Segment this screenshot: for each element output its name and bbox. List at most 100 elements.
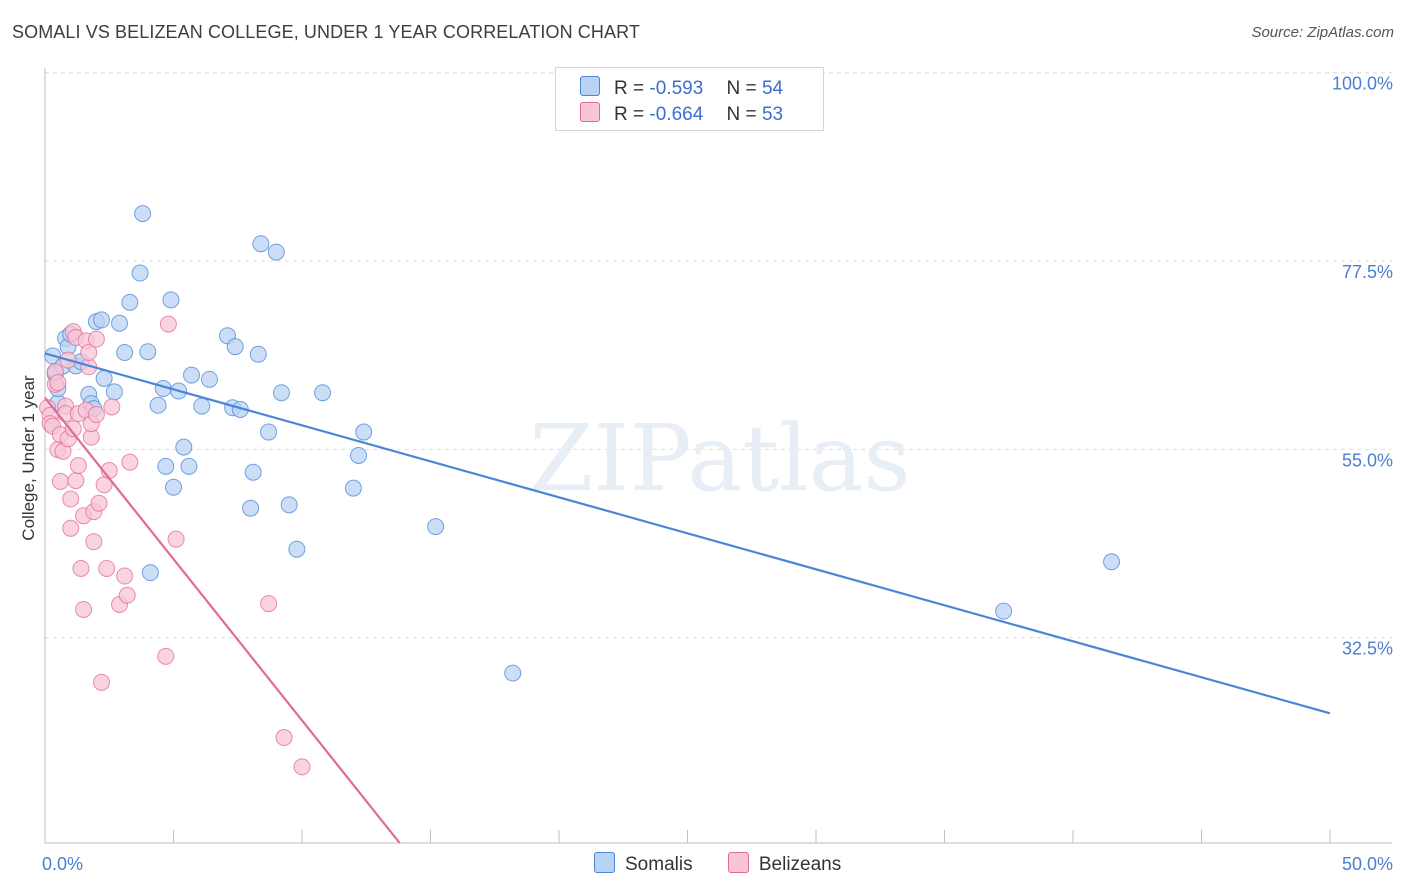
legend-row-somalis: R = -0.593 N = 54 (580, 76, 783, 100)
series-name: Somalis (625, 854, 693, 875)
belizeans-point (67, 472, 85, 490)
belizeans-point (87, 405, 105, 423)
legend-row-belizeans: R = -0.664 N = 53 (580, 102, 783, 126)
somalis-point (193, 397, 211, 415)
belizeans-point (157, 647, 175, 665)
x-tick-label: 0.0% (42, 854, 83, 874)
somalis-point (280, 496, 298, 514)
legend-n-label: N = (726, 78, 757, 99)
belizeans-point (159, 315, 177, 333)
legend-r-value: -0.593 (649, 78, 704, 99)
somalis-point (93, 311, 111, 329)
somalis-point (272, 384, 290, 402)
belizeans-point (98, 559, 116, 577)
somalis-point (242, 499, 260, 517)
somalis-point (111, 314, 129, 332)
somalis-point (165, 478, 182, 496)
somalis-point (180, 457, 198, 475)
somalis-point (260, 423, 278, 441)
somalis-point (350, 446, 368, 464)
somalis-point (139, 343, 157, 361)
belizeans-point (62, 490, 80, 508)
legend-n-value: 53 (761, 104, 784, 125)
legend-swatch-belizeans (580, 102, 600, 122)
belizeans-point (80, 344, 98, 362)
somalis-trend-line (44, 352, 1331, 715)
somalis-point (226, 338, 244, 356)
belizeans-point (64, 420, 82, 438)
somalis-point (252, 235, 270, 253)
data-points (39, 205, 1121, 776)
somalis-point (162, 291, 180, 309)
somalis-point (134, 205, 152, 223)
somalis-point (116, 344, 134, 362)
legend-swatch-somalis (580, 76, 600, 96)
somalis-point (249, 345, 267, 363)
belizeans-point (116, 567, 134, 585)
somalis-point (175, 438, 193, 456)
somalis-point (149, 396, 167, 414)
somalis-point (105, 383, 123, 401)
series-swatch-belizeans (727, 852, 749, 873)
somalis-point (995, 602, 1013, 620)
belizeans-point (85, 533, 103, 551)
legend-n-value: 54 (761, 78, 784, 99)
legend-r-label: R = (614, 104, 645, 125)
belizeans-point (75, 600, 93, 618)
legend: R = -0.593 N = 54 R = -0.664 N = 53 (555, 67, 824, 131)
belizeans-point (103, 398, 121, 416)
belizeans-point (49, 374, 67, 392)
somalis-point (131, 264, 149, 282)
somalis-point (355, 423, 373, 441)
somalis-point (141, 564, 159, 582)
y-tick-label: 100.0% (1332, 74, 1393, 94)
belizeans-point (167, 530, 185, 548)
belizeans-point (118, 586, 136, 604)
belizeans-trend-line (44, 397, 401, 844)
belizeans-point (62, 519, 80, 537)
legend-r-value: -0.664 (649, 104, 704, 125)
belizeans-point (90, 494, 108, 512)
y-tick-label: 55.0% (1342, 450, 1393, 470)
legend-r-label: R = (614, 78, 645, 99)
y-tick-label: 77.5% (1342, 262, 1393, 282)
axes (44, 68, 1392, 844)
somalis-point (314, 384, 332, 402)
series-legend-belizeans: Belizeans (727, 852, 842, 876)
trend-lines (44, 352, 1331, 844)
series-name: Belizeans (758, 854, 842, 875)
gridlines (45, 72, 1392, 639)
somalis-point (182, 366, 200, 384)
belizeans-point (275, 729, 293, 747)
somalis-point (504, 664, 522, 682)
y-tick-label: 32.5% (1342, 639, 1393, 659)
somalis-point (95, 369, 113, 387)
somalis-point (1103, 553, 1121, 571)
legend-n-label: N = (726, 104, 757, 125)
tick-labels: 100.0% 77.5% 55.0% 32.5% 0.0% 50.0% (42, 74, 1393, 874)
chart-title: SOMALI VS BELIZEAN COLLEGE, UNDER 1 YEAR… (12, 22, 640, 42)
series-swatch-somalis (594, 852, 615, 873)
y-axis-label: College, Under 1 year (19, 375, 38, 541)
somalis-point (200, 370, 218, 388)
somalis-point (267, 243, 285, 261)
belizeans-point (293, 758, 311, 776)
belizeans-point (69, 457, 87, 475)
somalis-point (427, 518, 445, 536)
x-tick-label: 50.0% (1342, 854, 1393, 874)
watermark: ZIPatlas (529, 405, 910, 512)
belizeans-point (87, 330, 105, 348)
somalis-point (244, 463, 262, 481)
belizeans-point (121, 453, 139, 471)
belizeans-point (260, 595, 278, 613)
series-legend: Somalis Belizeans (594, 852, 871, 876)
somalis-point (157, 457, 175, 475)
somalis-point (344, 479, 362, 497)
belizeans-point (72, 559, 90, 577)
series-legend-somalis: Somalis (594, 852, 693, 876)
somalis-point (288, 540, 306, 558)
belizeans-point (93, 673, 111, 691)
belizeans-point (51, 472, 69, 490)
chart-source: Source: ZipAtlas.com (1251, 24, 1394, 41)
